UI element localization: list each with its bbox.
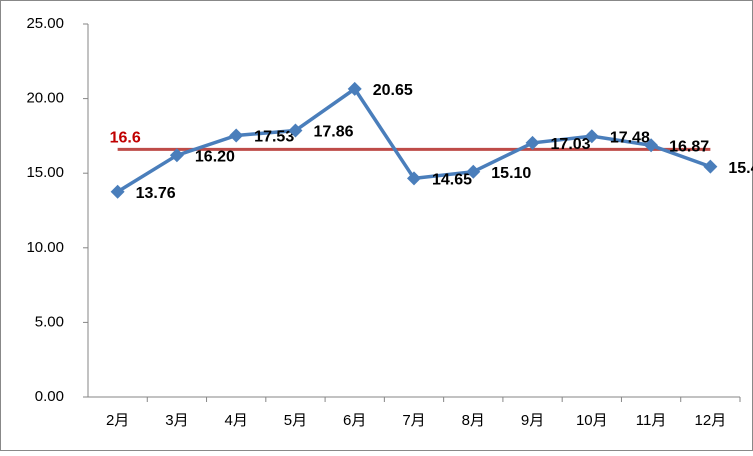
x-tick-label: 10月 — [576, 412, 608, 429]
data-point — [229, 128, 244, 143]
y-tick-label: 5.00 — [35, 313, 64, 330]
reference-label: 16.6 — [110, 130, 141, 147]
data-label: 17.48 — [610, 129, 650, 146]
data-label: 13.76 — [136, 185, 176, 202]
x-tick-label: 9月 — [521, 412, 544, 429]
data-point — [703, 159, 718, 174]
data-label: 16.20 — [195, 149, 235, 166]
data-label: 20.65 — [373, 82, 413, 99]
data-label: 14.65 — [432, 172, 472, 189]
x-tick-label: 6月 — [343, 412, 366, 429]
data-point — [644, 138, 659, 153]
data-point — [110, 184, 125, 199]
x-tick-label: 4月 — [225, 412, 248, 429]
x-tick-label: 7月 — [402, 412, 425, 429]
y-tick-label: 20.00 — [26, 90, 64, 107]
y-tick-label: 15.00 — [26, 164, 64, 181]
data-label: 16.87 — [669, 139, 709, 156]
data-label: 15.10 — [491, 165, 531, 182]
x-tick-label: 5月 — [284, 412, 307, 429]
data-label: 15.44 — [728, 160, 753, 177]
x-tick-label: 2月 — [106, 412, 129, 429]
x-tick-label: 8月 — [462, 412, 485, 429]
data-label: 17.86 — [313, 124, 353, 141]
y-tick-label: 0.00 — [35, 388, 64, 405]
y-tick-label: 25.00 — [26, 15, 64, 32]
data-point — [347, 81, 362, 96]
x-tick-label: 12月 — [695, 412, 727, 429]
data-label: 17.53 — [254, 129, 294, 146]
data-point — [169, 148, 184, 163]
x-tick-label: 3月 — [165, 412, 188, 429]
data-point — [288, 123, 303, 138]
data-point — [407, 171, 421, 186]
data-label: 17.03 — [551, 136, 591, 153]
data-point — [525, 135, 540, 150]
data-point — [466, 164, 481, 179]
data-point — [584, 129, 599, 144]
x-tick-label: 11月 — [636, 412, 667, 429]
y-tick-label: 10.00 — [26, 239, 64, 256]
